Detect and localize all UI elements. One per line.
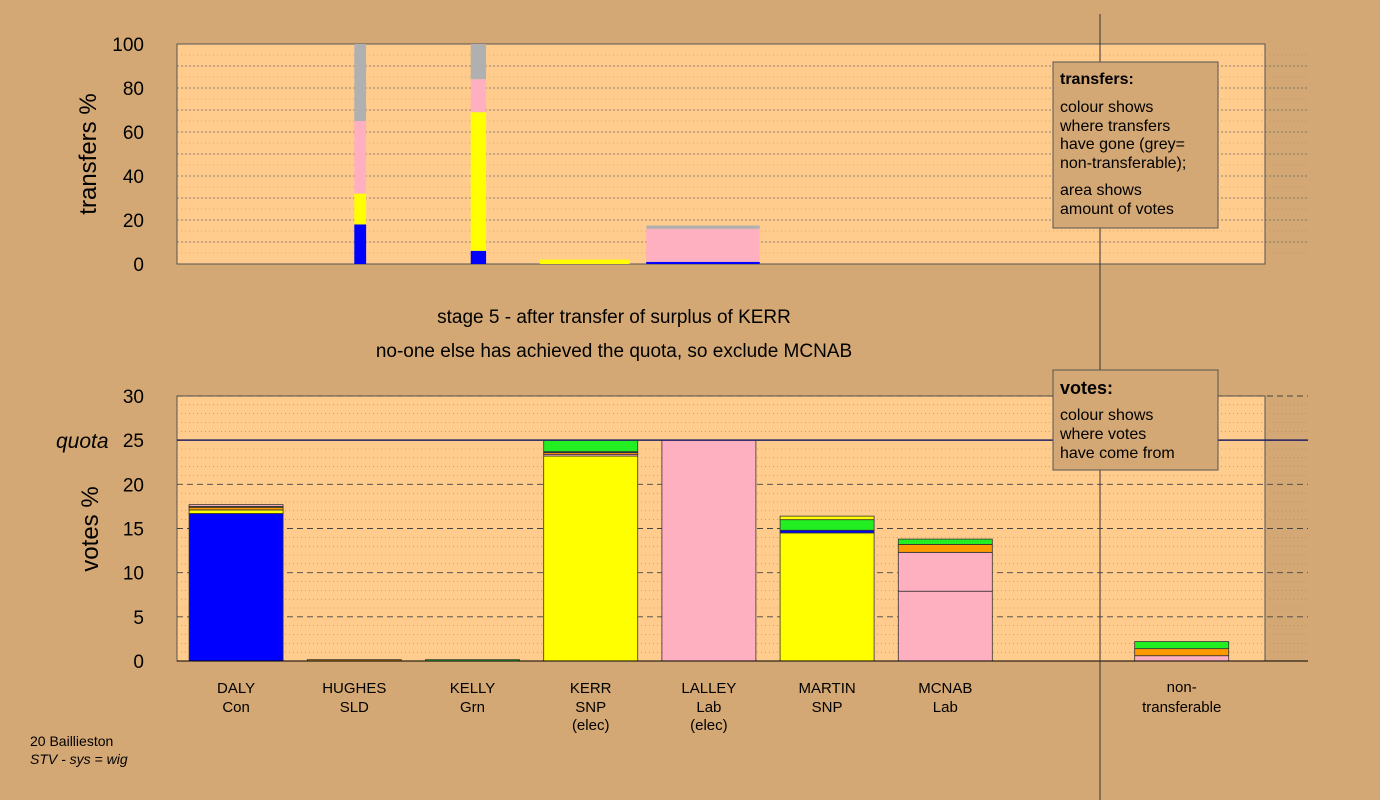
y-tick-label: 0 xyxy=(133,255,144,276)
y-tick-label: 10 xyxy=(123,564,144,585)
vote-segment xyxy=(779,532,875,662)
transfer-segment xyxy=(646,225,760,229)
y-tick-label: 30 xyxy=(123,387,144,408)
y-tick-label: 60 xyxy=(123,123,144,144)
nontransferable-label: transferable xyxy=(1142,699,1221,716)
candidate-label: DALY Con xyxy=(217,680,255,716)
y-tick-label: 15 xyxy=(123,520,144,541)
y-tick-label: 20 xyxy=(123,211,144,232)
vote-segment xyxy=(779,519,875,531)
transfer-segment xyxy=(354,121,367,194)
y-tick-label: 100 xyxy=(112,35,144,56)
votes-y-ticks: 0 5 10 15 20 30 25 xyxy=(123,387,144,673)
vote-segment xyxy=(779,515,875,521)
vote-segment xyxy=(897,544,993,553)
candidate-elected: (elec) xyxy=(690,717,728,734)
vote-segment xyxy=(661,439,757,662)
transfers-y-ticks: 0 20 40 60 80 100 xyxy=(112,35,144,276)
y-tick-label: 25 xyxy=(123,431,144,452)
stage-description: stage 5 - after transfer of surplus of K… xyxy=(437,307,791,328)
transfer-segment xyxy=(539,259,630,264)
transfer-segment xyxy=(470,44,487,80)
votes-legend: votes: colour shows where votes have com… xyxy=(1052,369,1219,471)
transfers-legend-line: have gone (grey= xyxy=(1060,136,1185,153)
transfer-segment xyxy=(470,250,487,264)
transfers-legend: transfers: colour shows where transfers … xyxy=(1052,61,1219,229)
y-tick-label: 20 xyxy=(123,475,144,496)
vote-segment xyxy=(188,513,284,662)
vote-segment xyxy=(188,504,284,507)
ward-name: 20 Baillieston xyxy=(30,733,113,749)
votes-axis-label: votes % xyxy=(77,486,104,571)
vote-segment xyxy=(897,590,993,662)
candidate-party: SNP xyxy=(575,699,606,716)
transfers-legend-line: where transfers xyxy=(1059,118,1170,135)
votes-legend-line: where votes xyxy=(1059,426,1146,443)
candidate-label: MCNAB Lab xyxy=(918,680,972,716)
candidate-label: KELLY Grn xyxy=(450,680,496,716)
candidate-labels: DALYConHUGHESSLDKELLYGrnKERRSNP(elec)LAL… xyxy=(217,679,1221,734)
quota-label: quota xyxy=(56,430,109,453)
stage-action: no-one else has achieved the quota, so e… xyxy=(376,341,852,362)
candidate-party: Lab xyxy=(696,699,721,716)
votes-legend-line: have come from xyxy=(1060,445,1175,462)
candidate-party: Grn xyxy=(460,699,485,716)
transfer-segment xyxy=(646,228,760,262)
candidate-elected: (elec) xyxy=(572,717,610,734)
vote-segment xyxy=(543,439,639,453)
vote-segment xyxy=(188,509,284,514)
y-tick-label: 40 xyxy=(123,167,144,188)
transfers-legend-line: non-transferable); xyxy=(1060,155,1186,172)
y-tick-label: 80 xyxy=(123,79,144,100)
candidate-party: SNP xyxy=(812,699,843,716)
transfer-segment xyxy=(646,261,760,264)
candidate-name: DALY xyxy=(217,680,255,697)
candidate-party: Lab xyxy=(933,699,958,716)
vote-segment xyxy=(543,455,639,662)
transfer-segment xyxy=(354,224,367,264)
candidate-name: MCNAB xyxy=(918,680,972,697)
y-tick-label: 0 xyxy=(133,652,144,673)
candidate-label: KERR SNP(elec) xyxy=(570,680,612,734)
candidate-party: SLD xyxy=(340,699,369,716)
candidate-label: LALLEY Lab(elec) xyxy=(681,680,736,734)
transfers-legend-line: area shows xyxy=(1060,182,1142,199)
candidate-label: HUGHES SLD xyxy=(322,680,386,716)
transfers-axis-label: transfers % xyxy=(75,93,102,214)
transfers-legend-title: transfers: xyxy=(1060,71,1134,88)
candidate-name: KERR xyxy=(570,680,612,697)
transfer-segment xyxy=(470,79,487,113)
candidate-party: Con xyxy=(222,699,250,716)
transfers-bars xyxy=(354,44,760,264)
candidate-name: MARTIN xyxy=(798,680,855,697)
vote-segment xyxy=(1134,655,1230,662)
vote-segment xyxy=(897,538,993,545)
candidate-name: KELLY xyxy=(450,680,496,697)
votes-legend-title: votes: xyxy=(1060,378,1113,398)
nontransferable-label: non- xyxy=(1167,679,1197,696)
votes-bars xyxy=(188,439,1230,662)
transfers-legend-line: amount of votes xyxy=(1060,201,1174,218)
candidate-name: LALLEY xyxy=(681,680,736,697)
vote-segment xyxy=(897,551,993,592)
candidate-name: HUGHES xyxy=(322,680,386,697)
transfer-segment xyxy=(354,193,367,225)
transfers-legend-line: colour shows xyxy=(1060,99,1153,116)
transfer-segment xyxy=(354,44,367,121)
votes-legend-line: colour shows xyxy=(1060,407,1153,424)
transfer-segment xyxy=(470,112,487,251)
vote-segment xyxy=(1134,648,1230,657)
vote-segment xyxy=(1134,641,1230,650)
system-note: STV - sys = wig xyxy=(30,751,128,767)
candidate-label: MARTIN SNP xyxy=(798,680,855,716)
y-tick-label: 5 xyxy=(133,608,144,629)
